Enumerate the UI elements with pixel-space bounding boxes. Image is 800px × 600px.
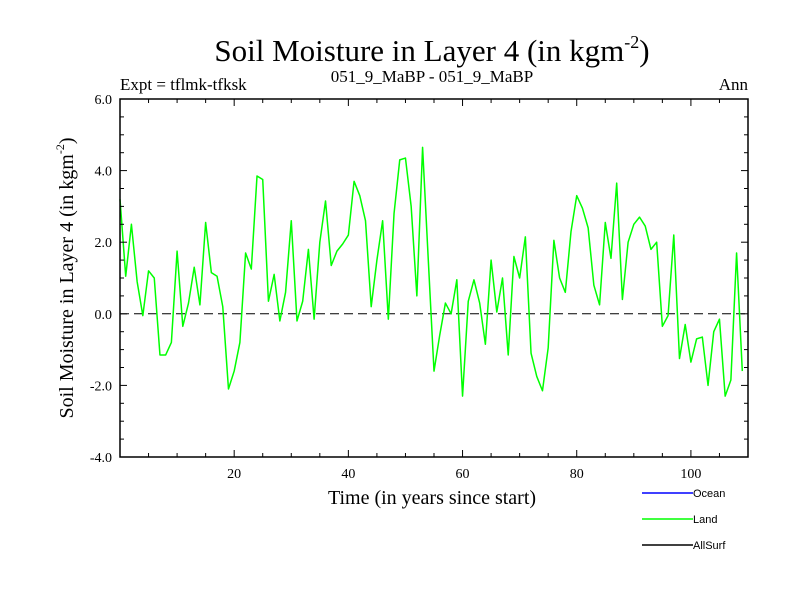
legend-item-ocean: Ocean [642, 488, 725, 500]
season-label: Ann [719, 75, 749, 94]
legend-label-ocean: Ocean [693, 488, 725, 500]
y-tick-label: 0.0 [95, 308, 113, 323]
plot-frame [119, 98, 749, 458]
experiment-label: Expt = tflmk-tfksk [120, 75, 247, 94]
legend-item-allsurf: AllSurf [642, 540, 726, 552]
chart-title: Soil Moisture in Layer 4 (in kgm-2) [214, 32, 649, 68]
series-line-land [119, 146, 744, 397]
y-tick-label: -4.0 [90, 451, 112, 466]
x-tick-label: 40 [341, 467, 355, 482]
y-axis: -4.0 -2.0 0.0 2.0 4.0 6.0 [90, 93, 748, 466]
x-tick-label: 100 [680, 467, 701, 482]
y-tick-label: -2.0 [90, 379, 112, 394]
legend-label-land: Land [693, 514, 717, 526]
y-tick-label: 2.0 [95, 236, 113, 251]
x-tick-label: 80 [570, 467, 584, 482]
legend: Ocean Land AllSurf [642, 488, 726, 552]
legend-item-land: Land [642, 514, 717, 526]
x-tick-label: 20 [227, 467, 241, 482]
plot-area [119, 98, 749, 458]
y-tick-label: 4.0 [95, 165, 113, 180]
comparison-label: 051_9_MaBP - 051_9_MaBP [331, 67, 533, 86]
x-axis-label: Time (in years since start) [328, 487, 536, 509]
x-axis: 20 40 60 80 100 [148, 99, 720, 482]
y-axis-label: Soil Moisture in Layer 4 (in kgm-2) [53, 137, 78, 418]
x-tick-label: 60 [456, 467, 470, 482]
legend-label-allsurf: AllSurf [693, 540, 726, 552]
y-tick-label: 6.0 [95, 93, 113, 108]
